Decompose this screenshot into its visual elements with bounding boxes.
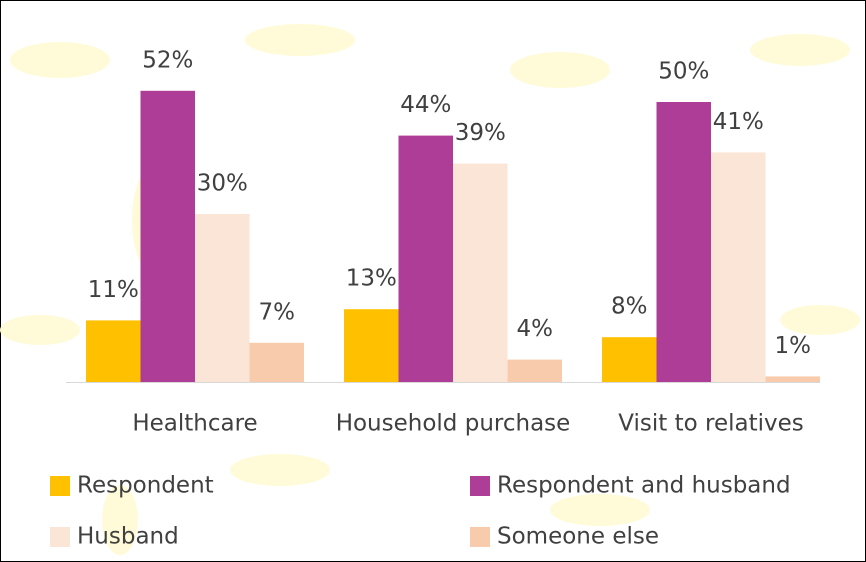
legend-swatch [470, 527, 490, 547]
legend-label: Husband [77, 524, 179, 550]
data-label: 39% [455, 120, 506, 146]
data-label: 44% [400, 92, 451, 118]
legend-swatch [50, 476, 70, 496]
data-label: 30% [197, 171, 248, 197]
data-label: 7% [259, 299, 296, 325]
data-label: 50% [658, 59, 709, 85]
legend-label: Respondent and husband [497, 473, 791, 499]
data-label: 1% [775, 333, 812, 359]
legend-label: Respondent [77, 473, 214, 499]
bar [195, 214, 250, 382]
bar [344, 309, 399, 382]
bar [86, 320, 141, 382]
data-label: 4% [517, 316, 554, 342]
bar [602, 337, 657, 382]
bar [398, 135, 453, 382]
bar [140, 90, 195, 383]
bar [765, 376, 820, 382]
data-label: 52% [142, 47, 193, 73]
bar [249, 342, 304, 382]
bar [656, 102, 711, 382]
bar [507, 359, 562, 382]
legend-swatch [470, 476, 490, 496]
legend-label: Someone else [497, 524, 659, 550]
data-label: 41% [713, 109, 764, 135]
x-tick-label: Healthcare [132, 411, 257, 437]
x-tick-label: Visit to relatives [618, 411, 803, 437]
bar [711, 152, 766, 382]
data-label: 13% [346, 266, 397, 292]
data-label: 8% [611, 294, 648, 320]
data-label: 11% [88, 277, 139, 303]
x-tick-label: Household purchase [336, 411, 571, 437]
legend-swatch [50, 527, 70, 547]
bar [453, 163, 508, 382]
